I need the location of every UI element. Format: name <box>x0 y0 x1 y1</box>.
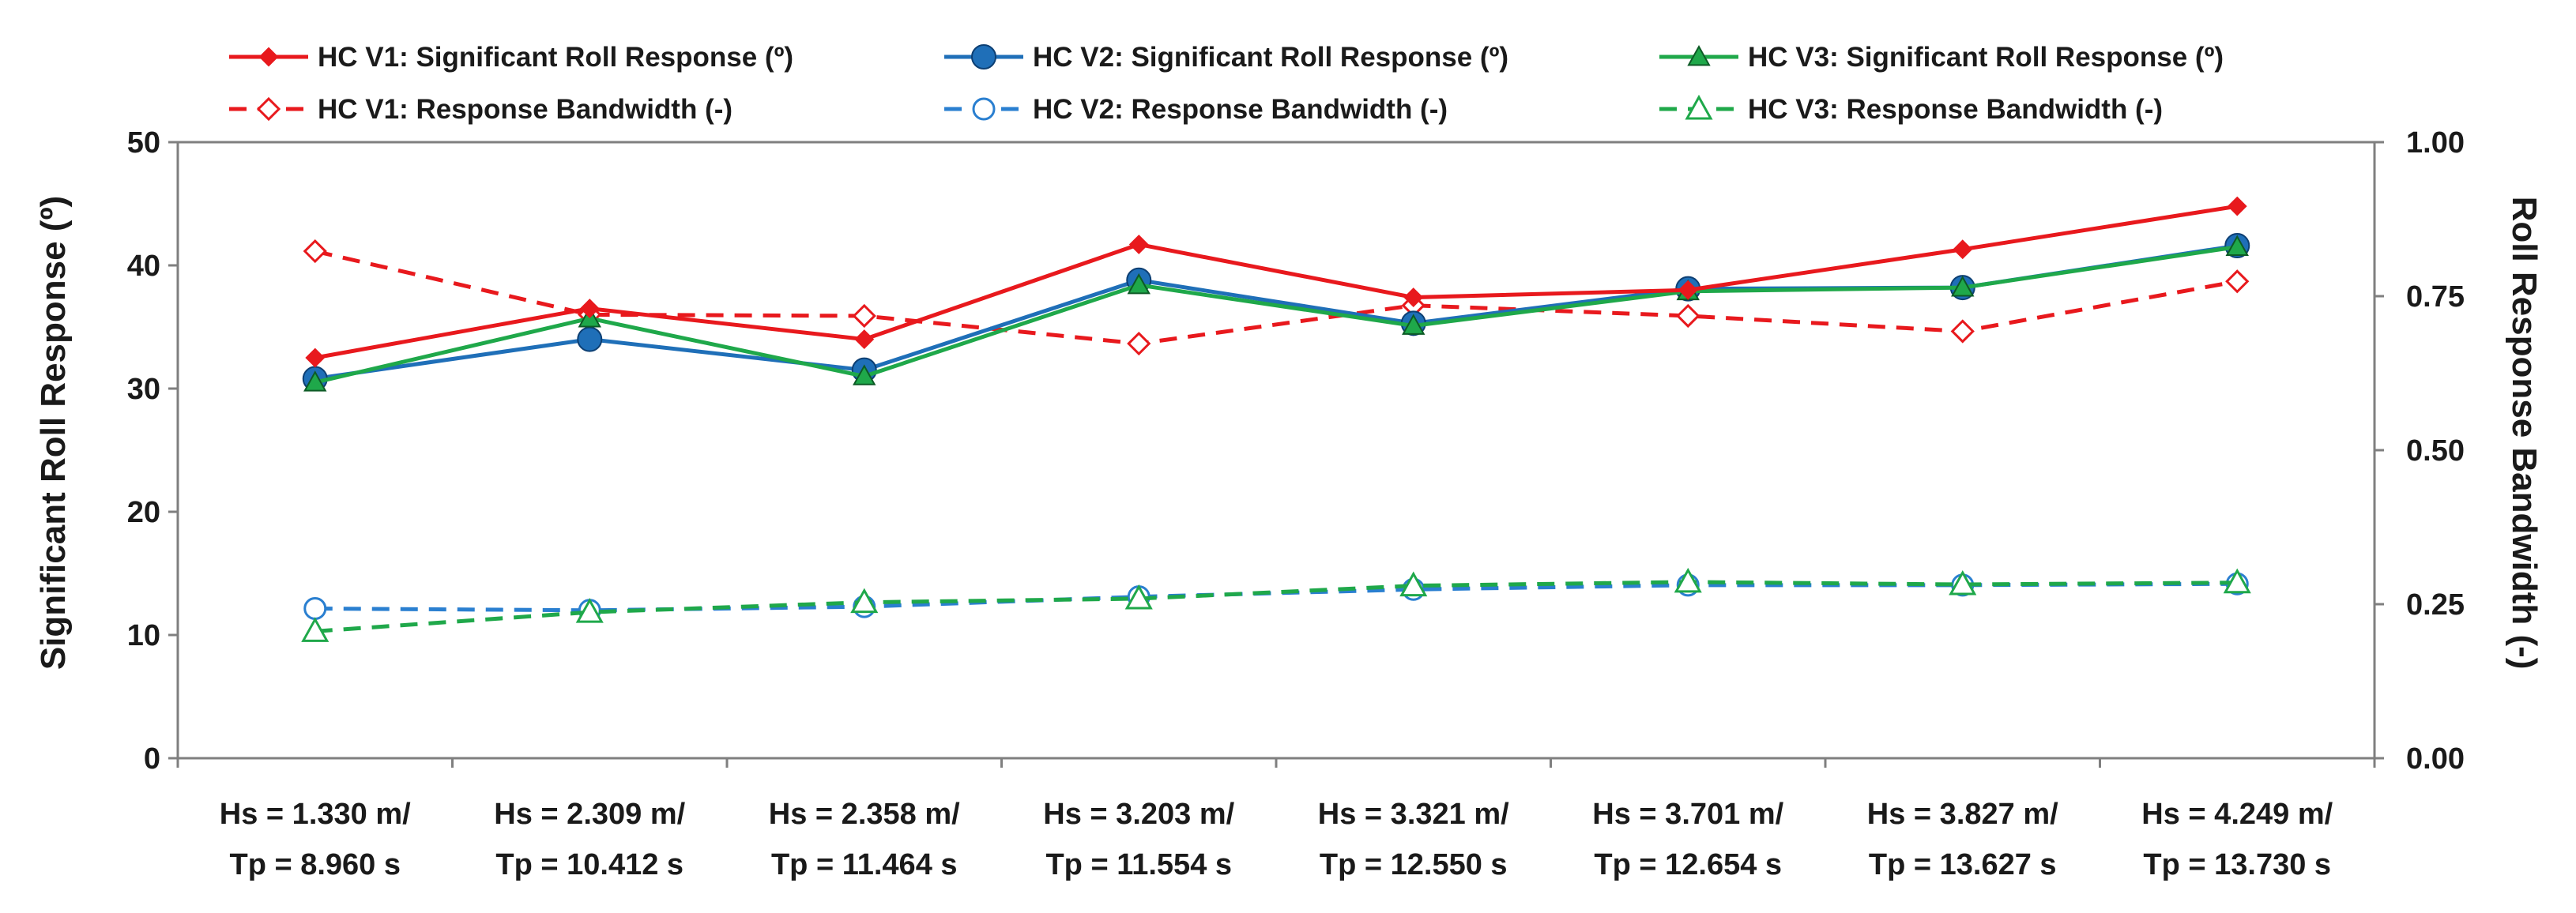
x-category-label-line1: Hs = 1.330 m/ <box>220 798 411 831</box>
category-labels: Hs = 1.330 m/Tp = 8.960 s Hs = 2.309 m/Tp… <box>220 798 2333 881</box>
legend-item: HC V3: Response Bandwidth (-) <box>1659 94 2163 125</box>
legend-label: HC V1: Response Bandwidth (-) <box>318 94 733 125</box>
data-point <box>303 239 327 264</box>
data-point <box>305 348 326 368</box>
y2-tick-label: 0.75 <box>2406 280 2465 314</box>
y2-tick-label: 1.00 <box>2406 126 2465 160</box>
data-point <box>577 326 603 352</box>
data-point <box>1949 569 1977 596</box>
legend-label: HC V3: Response Bandwidth (-) <box>1748 94 2163 125</box>
legend-marker-swatch <box>971 44 996 70</box>
x-category-label-line2: Tp = 13.627 s <box>1869 848 2057 881</box>
axes <box>168 141 2384 768</box>
data-point <box>579 299 600 319</box>
y-tick-label: 0 <box>144 742 160 776</box>
data-point <box>1399 571 1428 597</box>
data-point <box>575 598 604 623</box>
x-category-label-line2: Tp = 11.464 s <box>771 848 958 881</box>
y2-tick-label: 0.25 <box>2406 588 2465 622</box>
x-category-label-line1: Hs = 2.358 m/ <box>769 798 960 831</box>
data-point <box>1950 319 1975 344</box>
data-point <box>303 370 327 392</box>
data-point <box>1402 314 1425 335</box>
y-tick-label: 40 <box>127 250 160 283</box>
y-tick-label: 30 <box>127 373 160 406</box>
x-category-label-line1: Hs = 2.309 m/ <box>494 798 685 831</box>
legend-label: HC V2: Response Bandwidth (-) <box>1033 94 1448 125</box>
x-category-label-line2: Tp = 12.654 s <box>1594 848 1782 881</box>
data-point <box>1674 567 1702 593</box>
series-line <box>314 204 2238 360</box>
data-point <box>2225 269 2250 294</box>
series-line <box>314 581 2238 613</box>
legend-marker-swatch <box>256 96 281 122</box>
x-category-label-line2: Tp = 10.412 s <box>495 848 684 881</box>
legend-item: HC V3: Significant Roll Response (º) <box>1659 42 2224 73</box>
data-point <box>1678 280 1698 300</box>
y2-axis-title: Roll Response Bandwidth (-) <box>2505 197 2544 670</box>
data-point <box>1951 276 1975 297</box>
series-6 <box>301 567 2251 642</box>
x-category-label-line2: Tp = 11.554 s <box>1045 848 1232 881</box>
legend-item: HC V2: Response Bandwidth (-) <box>944 94 1448 125</box>
data-point <box>853 364 876 385</box>
x-category-label-line2: Tp = 8.960 s <box>229 848 401 881</box>
x-category-label-line1: Hs = 3.203 m/ <box>1043 798 1234 831</box>
data-point <box>854 329 875 350</box>
data-point <box>1127 272 1151 295</box>
x-category-label-line1: Hs = 4.249 m/ <box>2141 798 2333 831</box>
x-category-label-line1: Hs = 3.701 m/ <box>1592 798 1783 831</box>
series-line <box>314 249 2238 346</box>
legend-item: HC V2: Significant Roll Response (º) <box>944 42 1508 73</box>
data-point <box>301 617 330 642</box>
y-axis-title: Significant Roll Response (º) <box>34 196 73 670</box>
data-point <box>1127 331 1151 356</box>
y-tick-label: 50 <box>127 126 160 160</box>
legend-label: HC V3: Significant Roll Response (º) <box>1748 42 2224 73</box>
x-category-label-line1: Hs = 3.827 m/ <box>1867 798 2058 831</box>
data-point <box>2227 196 2247 216</box>
data-point <box>2225 235 2249 256</box>
x-category-label-line2: Tp = 12.550 s <box>1320 848 1508 881</box>
x-category-label-line2: Tp = 13.730 s <box>2143 848 2331 881</box>
data-point <box>1676 303 1700 329</box>
y-tick-label: 10 <box>127 619 160 652</box>
data-point <box>852 303 876 329</box>
data-point <box>2223 568 2251 594</box>
data-point <box>1124 584 1153 610</box>
series-line <box>314 243 2238 381</box>
legend: HC V1: Significant Roll Response (º) HC V… <box>229 42 2224 125</box>
legend-label: HC V2: Significant Roll Response (º) <box>1033 42 1508 73</box>
data-point <box>303 596 327 620</box>
legend-marker-swatch <box>972 97 996 121</box>
legend-marker-swatch <box>258 47 279 67</box>
data-point <box>1953 239 1973 260</box>
data-point <box>850 588 879 614</box>
tick-labels: 0 10 20 30 40 50 0.00 0.25 0.50 0.75 1.00 <box>127 126 2465 776</box>
series-layer <box>301 196 2251 642</box>
data-point <box>1403 287 1424 307</box>
legend-marker-swatch <box>1685 94 1713 120</box>
legend-label: HC V1: Significant Roll Response (º) <box>318 42 793 73</box>
data-point <box>1128 235 1149 254</box>
legend-item: HC V1: Significant Roll Response (º) <box>229 42 793 73</box>
y2-tick-label: 0.00 <box>2406 742 2465 776</box>
legend-marker-swatch <box>1687 44 1711 66</box>
series-line <box>314 580 2238 633</box>
y-tick-label: 20 <box>127 496 160 529</box>
legend-item: HC V1: Response Bandwidth (-) <box>229 94 733 125</box>
x-category-label-line1: Hs = 3.321 m/ <box>1318 798 1509 831</box>
series-1 <box>305 196 2247 368</box>
series-line <box>314 245 2238 385</box>
y2-tick-label: 0.50 <box>2406 434 2465 468</box>
